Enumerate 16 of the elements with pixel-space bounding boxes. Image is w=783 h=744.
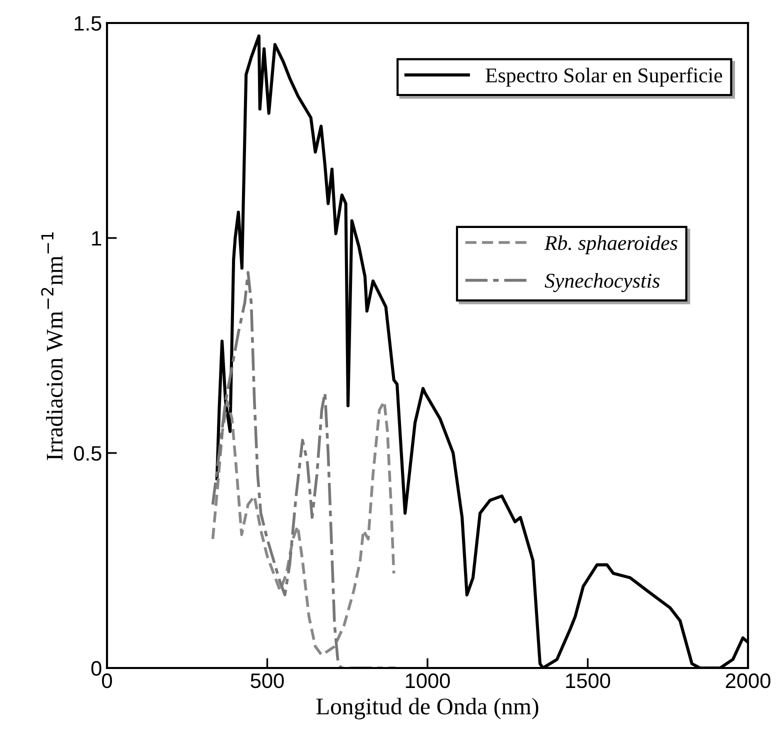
x-tick-label: 2000: [726, 673, 770, 688]
line-series: [211, 400, 396, 656]
legend-label: Espectro Solar en Superficie: [486, 68, 722, 87]
y-axis-title: Irradiacion Wm$^{−2}$nm$^{−1}$: [41, 232, 63, 460]
x-axis-title: Longitud de Onda (nm): [316, 698, 538, 720]
line-series: [211, 271, 397, 668]
y-tick-label: 0: [91, 661, 102, 676]
x-tick-label: 1500: [566, 673, 610, 688]
y-tick-label: 0.5: [74, 446, 102, 461]
y-tick-label: 1: [92, 231, 102, 246]
y-tick-label: 1.5: [74, 16, 102, 31]
x-tick-label: 500: [250, 673, 284, 688]
legend-label: Rb. sphaeroides: [544, 235, 678, 254]
x-tick-label: 0: [102, 673, 112, 688]
x-tick-label: 1000: [406, 673, 450, 688]
legend-label: Synechocystis: [544, 273, 660, 292]
